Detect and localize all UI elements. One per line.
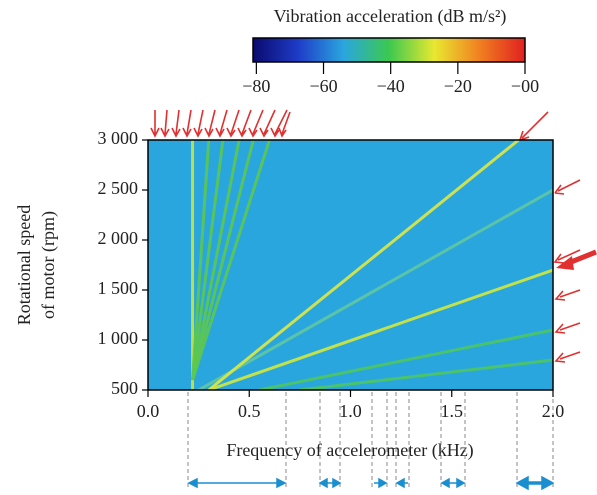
order-line [191, 140, 271, 381]
range-guides [187, 392, 554, 490]
heatmap-background [148, 140, 553, 390]
x-tick-label: 2.0 [542, 401, 565, 421]
order-line [208, 268, 553, 390]
heatmap-streaks [191, 140, 553, 390]
y-tick-label: 2 500 [98, 178, 139, 198]
colorbar-tick-label: −40 [377, 76, 405, 96]
colorbar-title: Vibration acceleration (dB m/s²) [274, 6, 507, 27]
colorbar-tick-label: −00 [511, 76, 539, 96]
order-line [207, 140, 520, 390]
x-tick-label: 0.5 [238, 401, 261, 421]
order-line [299, 358, 553, 390]
y-tick-label: 3 000 [98, 128, 139, 148]
colorbar-tick-label: −20 [444, 76, 472, 96]
order-line [191, 140, 211, 381]
colorbar [252, 37, 526, 63]
order-line [191, 140, 241, 381]
y-axis-label: Rotational speed [14, 205, 34, 325]
x-tick-label: 0.0 [137, 401, 160, 421]
annotation-arrows [150, 109, 597, 363]
order-line [197, 188, 553, 390]
order-line [191, 140, 225, 381]
y-axis-label: of motor (rpm) [38, 211, 59, 319]
order-line [191, 140, 255, 381]
range-arrows [187, 475, 555, 491]
x-axis-label: Frequency of accelerometer (kHz) [226, 440, 473, 461]
colorbar-tick-label: −60 [309, 76, 337, 96]
y-tick-label: 1 500 [98, 278, 139, 298]
x-tick-label: 1.5 [441, 401, 464, 421]
y-tick-label: 1 000 [98, 328, 139, 348]
order-line [259, 328, 553, 390]
colorbar-tick-label: −80 [242, 76, 270, 96]
y-tick-label: 500 [111, 378, 138, 398]
y-tick-label: 2 000 [98, 228, 139, 248]
x-tick-label: 1.0 [339, 401, 362, 421]
